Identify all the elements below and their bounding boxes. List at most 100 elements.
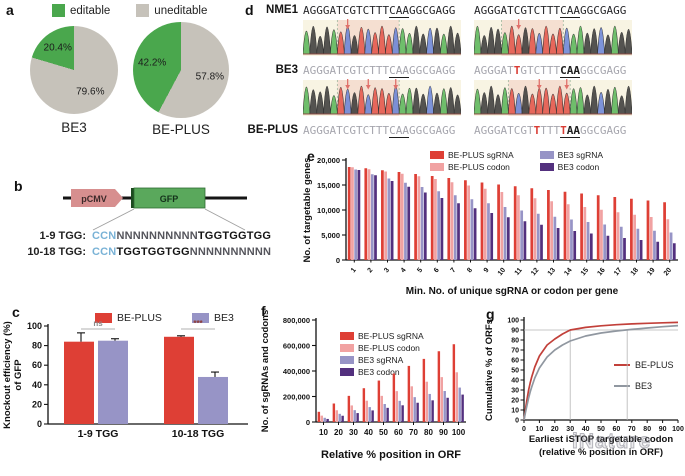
chromatogram-peak — [597, 27, 605, 55]
panel-label-e: e — [307, 148, 315, 164]
bar — [164, 336, 194, 424]
sequence-segment: AGGGATCGT — [474, 124, 534, 137]
bar — [580, 193, 583, 260]
bar — [490, 213, 494, 260]
chromatogram-peak — [569, 33, 578, 55]
bar — [397, 172, 401, 260]
sequence-segment: CCN — [92, 230, 117, 242]
x-axis-title: Relative % position in ORF — [321, 449, 461, 461]
y-tick-label: 15,000 — [317, 181, 340, 190]
dna-sequence: AGGGATCGTCTTTCAAGGCGAGG — [303, 124, 455, 138]
bar — [603, 224, 607, 260]
bar — [367, 169, 371, 260]
significance-label: *** — [193, 319, 203, 328]
legend-item-be3-sgrna: BE3 sgRNA — [340, 355, 424, 365]
x-tick-label: 2 — [367, 267, 375, 275]
bar — [381, 170, 384, 260]
bar — [410, 386, 413, 422]
bar — [636, 228, 640, 260]
chromatogram-peak — [611, 87, 619, 115]
x-tick-label: 10 — [536, 426, 544, 433]
bar — [338, 413, 341, 422]
bar — [556, 228, 560, 260]
bar — [407, 365, 411, 422]
bar — [317, 411, 321, 422]
x-tick-label: 20 — [551, 426, 559, 433]
sequence-segment: GGCGAGG — [580, 64, 627, 77]
chromatogram-peak — [405, 33, 414, 55]
be-plus-sgrna-swatch — [340, 332, 354, 340]
x-tick-label: 3 — [383, 267, 391, 275]
y-tick-label: 100 — [27, 321, 42, 331]
bar — [422, 358, 426, 422]
knockout-efficiency-chart: 0 20 40 60 80 100 1-9 TGG 10-18 TGG ns *** Knockou… — [2, 319, 248, 440]
x-tick-label: 10 — [319, 428, 328, 437]
legend-item-be-plus-codon: BE-PLUS codon — [340, 343, 424, 353]
legend-label: BE3 — [213, 312, 234, 324]
y-tick-label: 100 — [507, 318, 519, 325]
bar — [428, 393, 431, 422]
legend-label: BE3 sgRNA — [557, 150, 604, 160]
y-tick-label: 50 — [511, 368, 519, 375]
chromatogram-peak — [514, 93, 523, 115]
pie-slice-label: 42.2% — [137, 57, 167, 69]
dna-sequence: AGGGATCGTTTTTTAAGGCGAGG — [474, 124, 626, 138]
bar — [430, 176, 434, 260]
sequence-segment: T — [513, 64, 521, 77]
bar — [586, 222, 590, 260]
dna-sequence: AGGGATTGTCTTTCAAGGCGAGG — [474, 64, 627, 78]
significance-label: ns — [93, 319, 103, 328]
x-tick-label: 50 — [379, 428, 388, 437]
bar — [450, 182, 454, 260]
dna-sequence: AGGGATCGTCTTTCAAGGCGAGG — [303, 64, 455, 78]
y-tick-label: 0 — [336, 256, 340, 265]
bar — [497, 184, 500, 260]
chromatogram-peak — [364, 29, 373, 55]
x-tick-label: 40 — [582, 426, 590, 433]
chromatogram-peak — [480, 35, 489, 55]
bar — [547, 190, 550, 260]
chromatogram-peak — [501, 87, 509, 115]
y-axis-title: of GFP — [13, 359, 24, 391]
bar — [458, 387, 461, 422]
x-tick-label: 14 — [563, 267, 573, 278]
chromatogram-peak — [624, 86, 632, 115]
knockout-legend: BE-PLUS BE3 — [95, 312, 234, 324]
bar — [452, 344, 456, 422]
chromatogram-peak — [336, 31, 345, 55]
edit-arrow-head — [536, 85, 542, 90]
bar — [487, 203, 490, 260]
chromatogram-peak — [412, 88, 421, 115]
chromatogram-peak — [624, 29, 632, 55]
chromatogram-peak — [412, 26, 421, 55]
x-tick-label: 30 — [349, 428, 358, 437]
chromatogram-peak — [336, 87, 345, 115]
sgrna-codon-legend: BE-PLUS sgRNA BE-PLUS codon BE3 sgRNA BE… — [340, 331, 424, 377]
chromatogram-peak — [590, 86, 599, 115]
legend-label: BE-PLUS sgRNA — [358, 331, 424, 341]
be3-sgrna-swatch — [539, 151, 554, 159]
x-tick-label: 20 — [663, 267, 673, 278]
chromatogram-peak — [446, 26, 455, 55]
bar — [467, 185, 470, 260]
sequence-segment: TTT — [540, 124, 561, 137]
sequence-segment: AGGGATCGTCTTT — [303, 64, 390, 77]
sanger-site-1: AGGGATCGTCTTTCAAGGCGAGG AGGGATCGTCTTTCAAG… — [303, 4, 461, 140]
chromatogram-peak — [323, 86, 331, 115]
be-plus-swatch — [95, 313, 112, 323]
chromatogram-peak — [583, 32, 592, 55]
panel-label-a: a — [6, 2, 14, 18]
chromatogram-peak — [357, 86, 366, 115]
chromatogram-peak — [440, 33, 448, 55]
chromatogram-peak — [528, 28, 537, 55]
edit-arrow-head — [516, 25, 522, 30]
y-axis-title: Knockout efficiency (%) — [2, 321, 13, 429]
bar — [455, 372, 458, 422]
bar — [566, 204, 570, 260]
x-tick-label: 10-18 TGG — [172, 428, 225, 440]
pie-title-be-plus: BE-PLUS — [152, 122, 210, 137]
chromatogram-peak — [480, 92, 489, 115]
pie-slice-label: 79.6% — [76, 86, 105, 98]
